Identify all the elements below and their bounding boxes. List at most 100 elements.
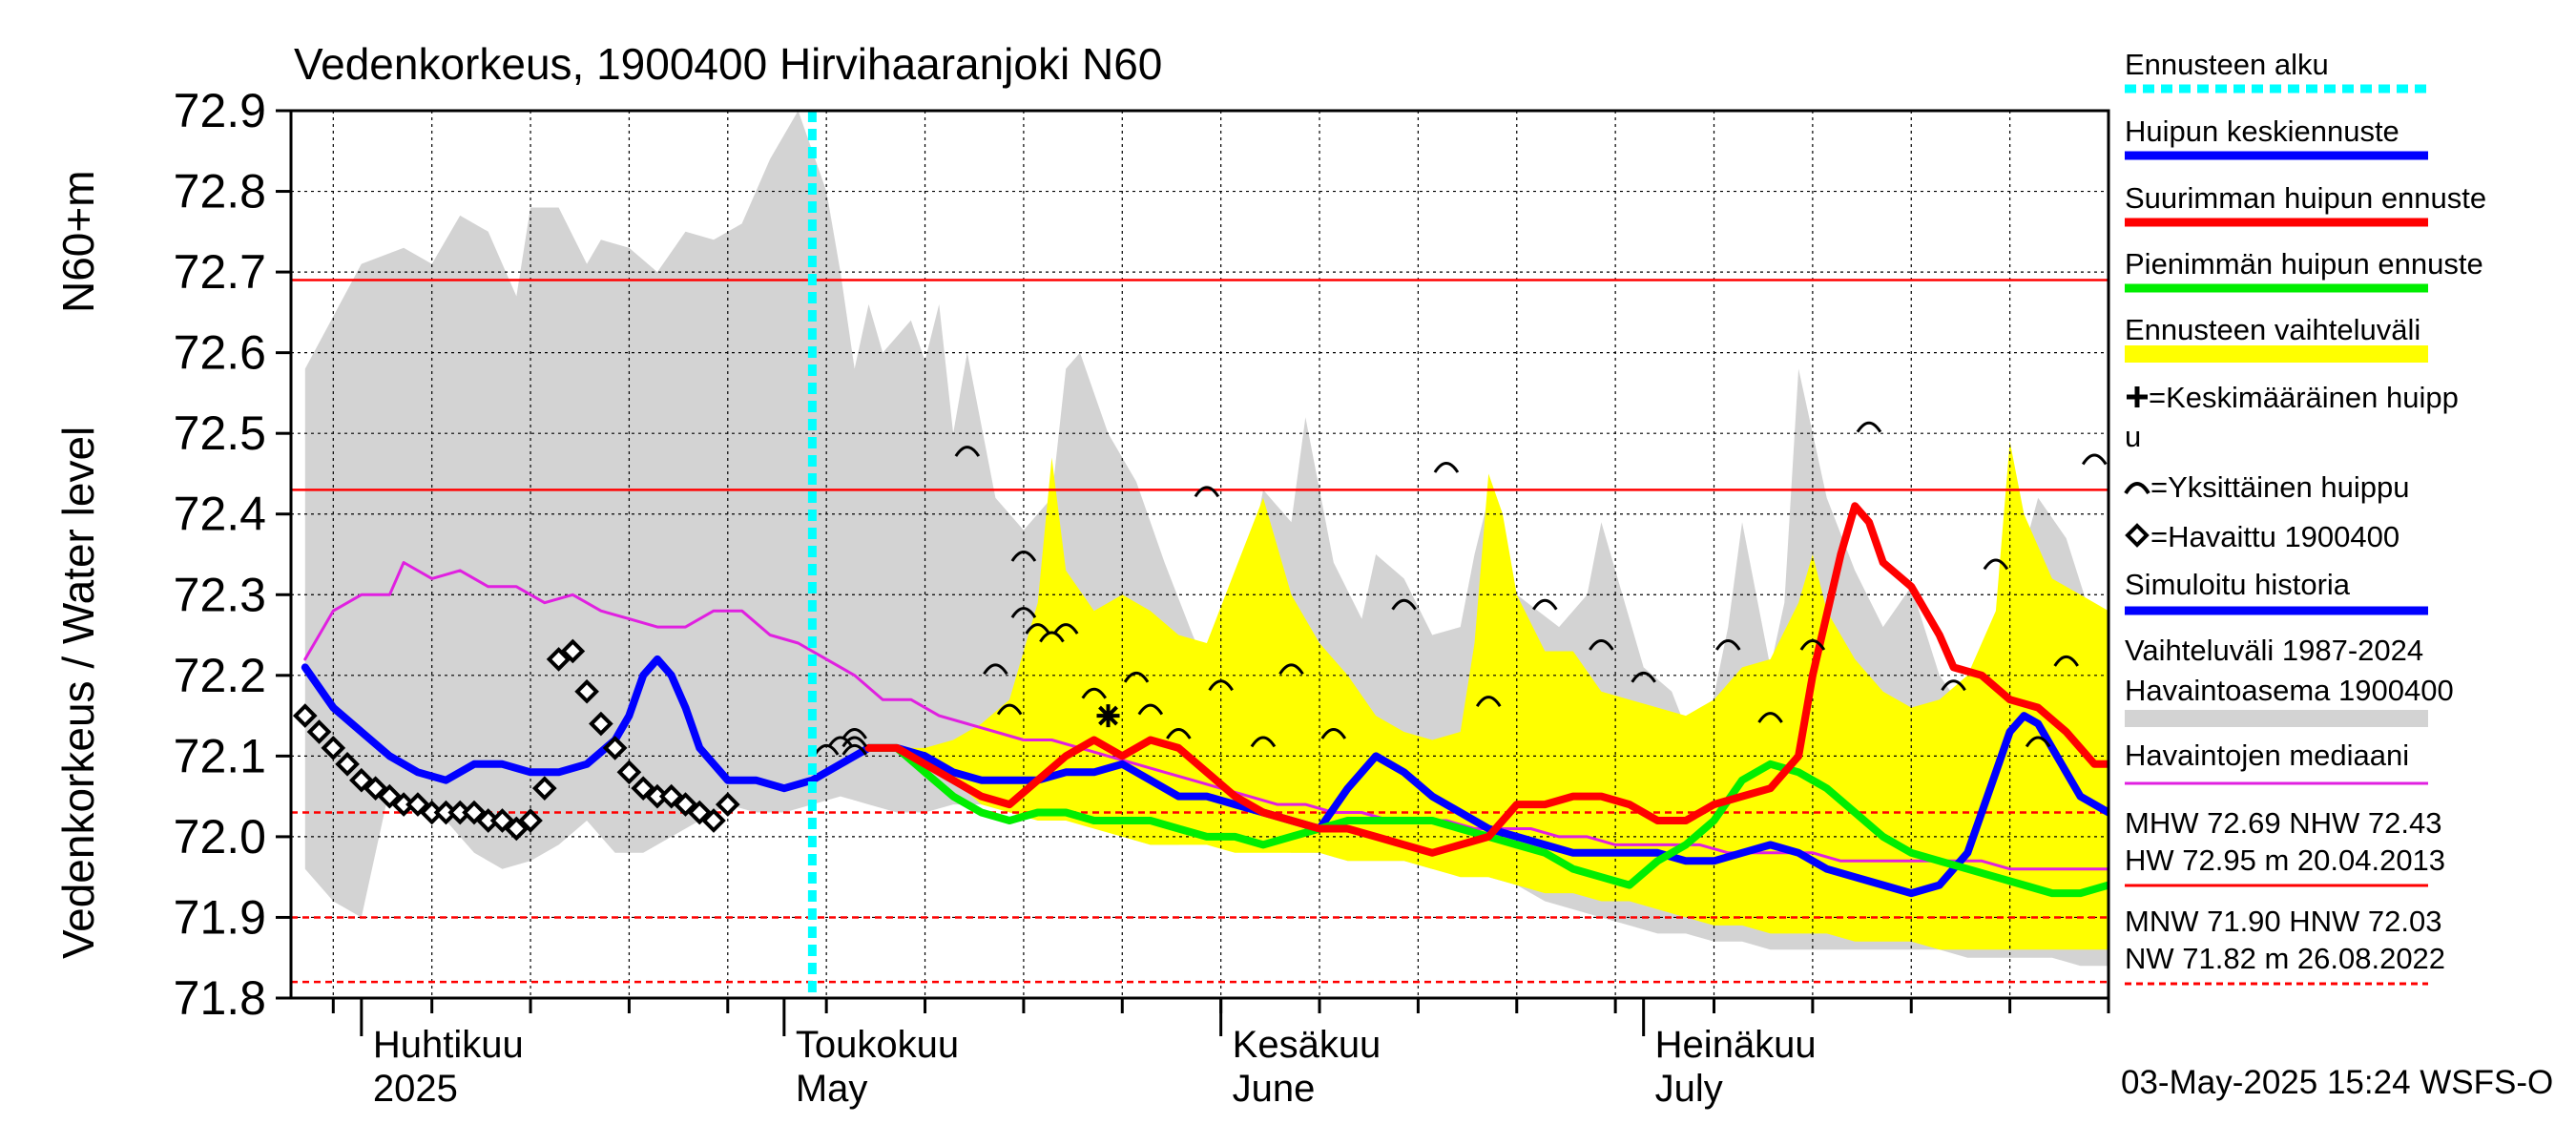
peak-marker: [996, 703, 1023, 716]
legend-label: Ennusteen alku: [2125, 48, 2329, 81]
month-label: Huhtikuu: [373, 1024, 524, 1066]
peak-marker: [2025, 736, 2051, 748]
plot-area: [289, 109, 2162, 1000]
reference-lines: [291, 279, 2109, 984]
observed-point: [574, 678, 599, 704]
legend-mean-peak-symbol: [2127, 386, 2148, 407]
peak-marker: [1631, 671, 1656, 683]
forecast-range-band: [897, 441, 2109, 950]
observed-point: [658, 783, 684, 809]
observed-point: [715, 792, 740, 817]
y-tick-label: 72.6: [174, 326, 266, 380]
peak-marker: [983, 663, 1008, 676]
legend-swatch: [2125, 345, 2428, 363]
peak-marker: [1025, 623, 1050, 635]
legend-label: Havaintoasema 1900400: [2125, 674, 2454, 707]
peak-marker: [1278, 663, 1304, 676]
observed-point: [321, 736, 346, 760]
legend-symbol-label: u: [2125, 420, 2141, 453]
legend-stats: NW 71.82 m 26.08.2022: [2125, 942, 2445, 975]
peak-marker: [841, 728, 867, 739]
y-tick-label: 71.9: [174, 890, 266, 944]
peak-marker: [1433, 462, 1460, 473]
y-tick-label: 72.0: [174, 810, 266, 864]
observed-point: [335, 751, 360, 777]
peak-marker: [1799, 639, 1826, 651]
peak-marker: [1320, 728, 1347, 739]
legend-label: Huipun keskiennuste: [2125, 114, 2399, 148]
month-sublabel: 2025: [373, 1068, 458, 1110]
peak-marker: [1941, 679, 1966, 692]
y-tick-label: 71.8: [174, 971, 266, 1025]
peak-marker: [1194, 486, 1220, 498]
observed-point: [405, 792, 430, 817]
series-line: [864, 502, 2109, 857]
grid-lines: [291, 111, 2109, 998]
y-tick-label: 72.2: [174, 649, 266, 702]
legend-label: Ennusteen vaihteluväli: [2125, 313, 2420, 346]
peak-marker: [1715, 639, 1741, 651]
observed-point: [531, 776, 557, 802]
observed-point: [631, 776, 656, 802]
peak-marker: [1010, 607, 1037, 619]
observed-point: [292, 703, 318, 728]
peak-marker: [841, 743, 867, 756]
peak-marker: [1123, 671, 1150, 683]
observed-point: [589, 711, 613, 737]
month-label: Heinäkuu: [1655, 1024, 1817, 1066]
peak-marker: [1475, 696, 1502, 708]
legend-symbol-label: =Yksittäinen huippu: [2150, 470, 2409, 504]
peak-marker: [954, 446, 981, 457]
y-tick-label: 72.1: [174, 729, 266, 782]
peak-marker: [2053, 655, 2079, 667]
observed-point: [518, 808, 543, 833]
series-line: [301, 655, 873, 793]
observed-point: [489, 808, 515, 833]
y-tick-label: 72.9: [174, 84, 266, 137]
plot-frame: [289, 109, 2110, 1000]
peak-marker: [1010, 551, 1037, 562]
peak-marker: [841, 736, 867, 748]
peak-marker: [1856, 421, 1882, 433]
series-line: [303, 561, 2109, 871]
y-tick-label: 72.8: [174, 165, 266, 219]
month-label: Toukokuu: [796, 1024, 959, 1066]
legend-symbol-label: =Havaittu 1900400: [2150, 520, 2399, 553]
legend-stats: HW 72.95 m 20.04.2013: [2125, 843, 2445, 877]
peak-markers: [813, 421, 2162, 756]
y-tick-label: 72.7: [174, 245, 266, 299]
legend-label: Vaihteluväli 1987-2024: [2125, 634, 2423, 667]
observed-point: [673, 792, 698, 817]
legend-label: Simuloitu historia: [2125, 568, 2351, 601]
y-axis-label: Vedenkorkeus / Water level: [53, 427, 103, 959]
legend-symbol-label: =Keskimääräinen huipp: [2149, 381, 2459, 414]
month-sublabel: May: [796, 1068, 868, 1110]
observed-point: [560, 638, 586, 664]
peak-marker: [1250, 736, 1277, 748]
peak-marker: [2139, 616, 2162, 626]
peak-marker: [1391, 598, 1417, 611]
y-axis-unit: N60+m: [53, 170, 103, 313]
footer-timestamp: 03-May-2025 15:24 WSFS-O: [2121, 1064, 2553, 1101]
legend: Ennusteen alku Huipun keskiennuste Suurimm…: [2124, 48, 2486, 986]
legend-label: Havaintojen mediaani: [2125, 739, 2409, 772]
peak-marker: [1589, 639, 1614, 651]
variation-bands: [304, 111, 2109, 967]
legend-swatch: [2125, 710, 2428, 727]
observed-point: [504, 816, 530, 842]
peak-marker: [1757, 712, 1783, 723]
peak-marker: [1039, 631, 1065, 643]
legend-observed-symbol: [2125, 523, 2150, 548]
observed-point: [349, 767, 374, 793]
peak-marker: [1532, 598, 1558, 611]
observed-point: [462, 800, 487, 825]
y-tick-label: 72.4: [174, 488, 266, 541]
peak-marker: [1166, 728, 1192, 739]
peak-marker: [1208, 679, 1234, 692]
series-lines: [301, 502, 2109, 898]
month-sublabel: July: [1655, 1068, 1723, 1110]
peak-marker: [1137, 703, 1164, 716]
observed-point: [363, 776, 388, 802]
legend-single-peak-symbol: [2124, 482, 2150, 495]
